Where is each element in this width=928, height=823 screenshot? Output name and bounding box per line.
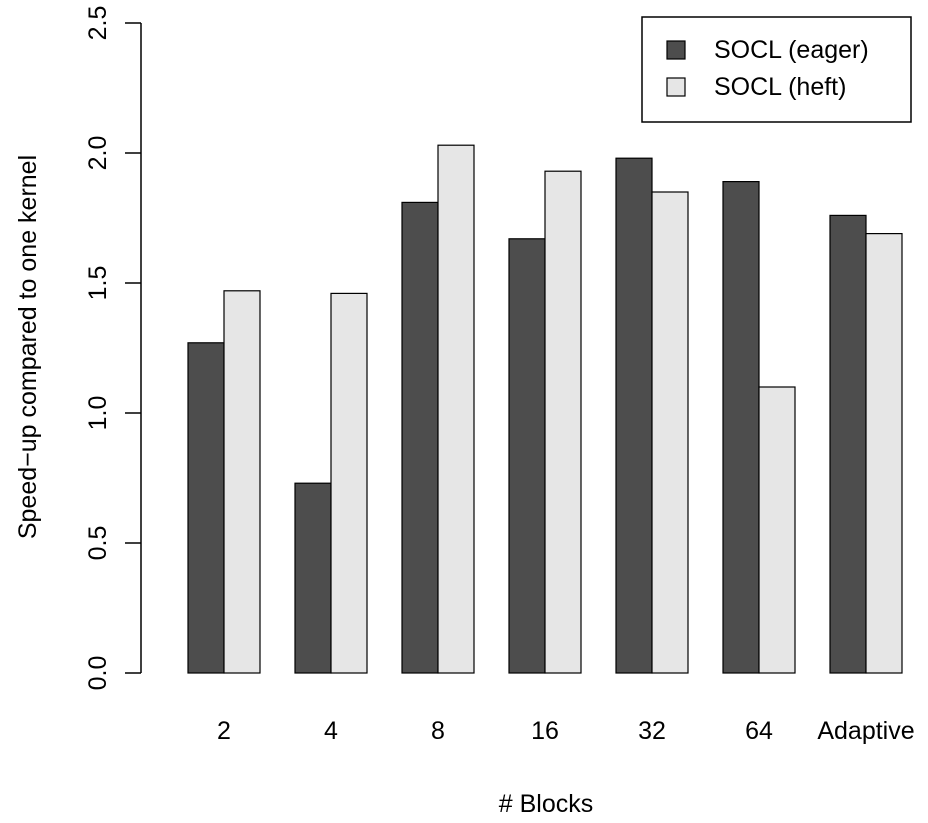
bar-eager-64	[722, 181, 760, 674]
x-tick-label: 2	[217, 717, 231, 745]
bar-eager-adaptive	[829, 214, 867, 674]
legend-box	[641, 16, 912, 123]
legend-label-eager: SOCL (eager)	[714, 36, 869, 64]
y-tick-label: 2.0	[84, 136, 112, 171]
bar-heft-32	[651, 191, 689, 674]
legend: SOCL (eager) SOCL (heft)	[641, 16, 912, 123]
x-tick-label: Adaptive	[817, 717, 914, 745]
bar-heft-8	[437, 144, 475, 674]
bar-heft-4	[330, 292, 368, 674]
legend-swatch-heft	[666, 77, 686, 97]
legend-label-heft: SOCL (heft)	[714, 73, 846, 101]
x-tick-label: 16	[531, 717, 559, 745]
y-tick-label: 2.5	[84, 6, 112, 41]
bar-heft-64	[758, 386, 796, 674]
y-tick-label: 0.0	[84, 656, 112, 691]
x-tick-label: 8	[431, 717, 445, 745]
bar-eager-2	[187, 342, 225, 674]
y-axis-label: Speed−up compared to one kernel	[14, 155, 42, 539]
bar-eager-8	[401, 201, 439, 674]
x-tick-label: 32	[638, 717, 666, 745]
bar-eager-4	[294, 482, 332, 674]
y-tick-label: 1.0	[84, 396, 112, 431]
bar-eager-16	[508, 238, 546, 674]
y-axis: 0.0 0.5 1.0 1.5 2.0 2.5	[84, 6, 142, 691]
legend-swatch-eager	[666, 40, 686, 60]
y-tick-label: 0.5	[84, 526, 112, 561]
x-tick-label: 64	[745, 717, 773, 745]
bar-eager-32	[615, 157, 653, 674]
bar-heft-adaptive	[865, 233, 903, 674]
bar-heft-16	[544, 170, 582, 674]
x-axis-label: # Blocks	[499, 790, 593, 818]
bars-group	[187, 144, 903, 674]
x-tick-labels: 2 4 8 16 32 64 Adaptive	[217, 717, 915, 745]
bar-heft-2	[223, 290, 261, 674]
y-tick-label: 1.5	[84, 266, 112, 301]
x-tick-label: 4	[324, 717, 338, 745]
